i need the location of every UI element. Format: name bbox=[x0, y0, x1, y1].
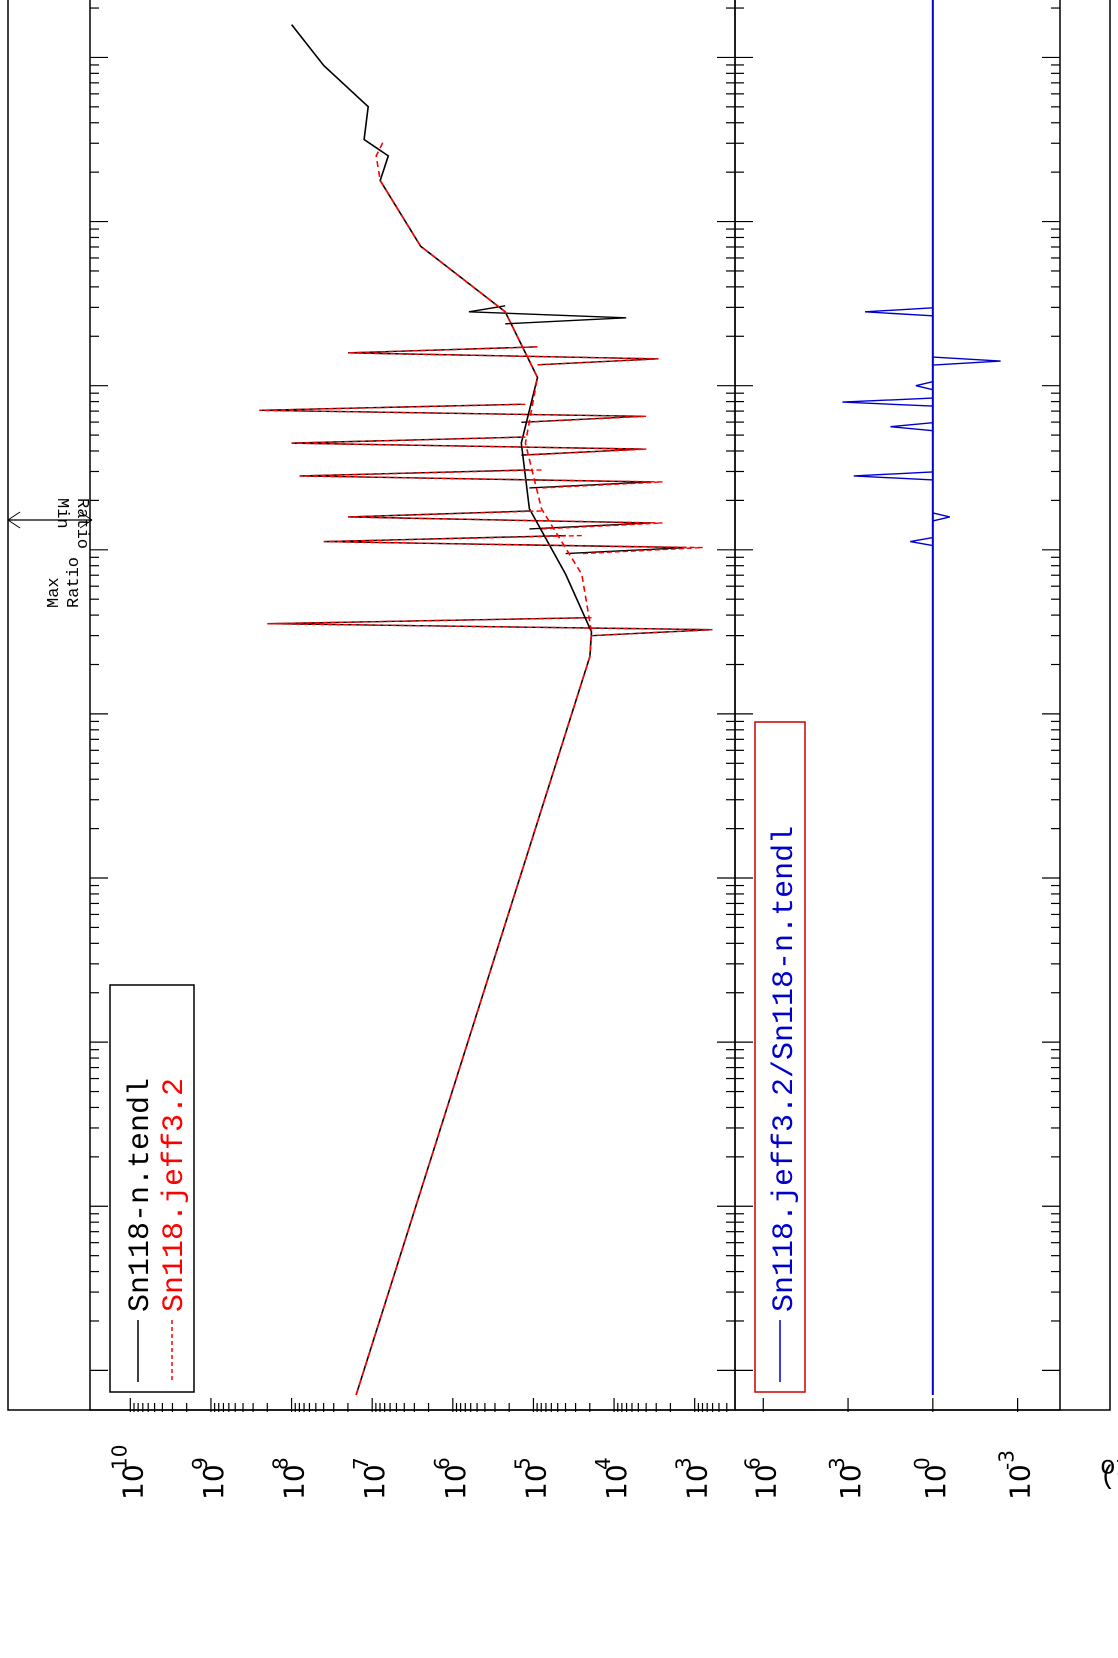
energy-axis-ticks bbox=[90, 7, 1060, 1371]
ratio-tick-exponent: 6 bbox=[740, 1457, 764, 1470]
cs-tick-label: 105 bbox=[510, 1457, 552, 1500]
cs-tick-base: 10 bbox=[519, 1464, 552, 1500]
max-ratio-arrow bbox=[7, 511, 21, 529]
legend-box bbox=[109, 984, 195, 1393]
cs-tick-exponent: 6 bbox=[430, 1457, 454, 1470]
min-ratio-label-1: Min bbox=[52, 498, 71, 529]
ratio-spike bbox=[890, 422, 933, 432]
ratio-spike bbox=[910, 536, 933, 547]
legend-label-ratio: Sn118.jeff3.2/Sn118-n.tendl bbox=[768, 826, 802, 1312]
ratio-spike bbox=[853, 471, 933, 481]
ratio-tick-base: 10 bbox=[749, 1464, 782, 1500]
max-ratio-label-1: Max bbox=[45, 577, 64, 608]
series-tendl-curve bbox=[290, 24, 593, 1396]
cs-tick-exponent: 8 bbox=[269, 1457, 293, 1470]
jeff-resonance bbox=[323, 534, 703, 555]
jeff-resonance bbox=[347, 510, 663, 530]
cs-tick-base: 10 bbox=[439, 1464, 472, 1500]
cs-tick-label: 107 bbox=[349, 1457, 391, 1500]
cs-tick-label: 106 bbox=[430, 1457, 472, 1500]
ratio-spike bbox=[842, 397, 933, 407]
jeff-resonance bbox=[299, 469, 663, 489]
cs-tick-exponent: 3 bbox=[672, 1457, 696, 1470]
cs-tick-exponent: 10 bbox=[107, 1445, 131, 1470]
jeff-resonance bbox=[347, 346, 659, 366]
cs-tick-label: 103 bbox=[672, 1457, 714, 1500]
ratio-spike bbox=[864, 307, 933, 317]
ratio-tick-label: 103 bbox=[825, 1457, 867, 1500]
cs-tick-base: 10 bbox=[278, 1464, 311, 1500]
ratio-spike bbox=[932, 356, 1001, 366]
min-ratio-label-2: Ratio bbox=[72, 498, 91, 549]
ratio-spike bbox=[915, 380, 933, 391]
y-axis-title-ratio: Ratio bbox=[1100, 1452, 1118, 1482]
cs-tick-base: 10 bbox=[358, 1464, 391, 1500]
ratio-spike bbox=[932, 512, 950, 522]
ratio-tick-label: 100 bbox=[910, 1457, 952, 1500]
jeff-resonance bbox=[259, 403, 647, 423]
ratio-tick-exponent: -3 bbox=[995, 1450, 1019, 1470]
max-ratio-label-2: Ratio bbox=[65, 557, 84, 608]
cross-section-legend: Sn118-n.tendl Sn118.jeff3.2 bbox=[109, 984, 195, 1393]
cs-tick-label: 108 bbox=[269, 1457, 311, 1500]
cs-tick-label: 109 bbox=[188, 1457, 230, 1500]
ratio-legend: Sn118.jeff3.2/Sn118-n.tendl bbox=[754, 721, 806, 1393]
cs-tick-label: 104 bbox=[591, 1457, 633, 1500]
jeff-resonance bbox=[267, 616, 713, 637]
ratio-legend-box bbox=[754, 721, 806, 1393]
ratio-tick-base: 10 bbox=[834, 1464, 867, 1500]
ratio-tick-exponent: 0 bbox=[910, 1457, 934, 1470]
tendl-resonance bbox=[468, 305, 627, 325]
cs-tick-base: 10 bbox=[197, 1464, 230, 1500]
cs-tick-base: 10 bbox=[116, 1464, 149, 1500]
cs-tick-base: 10 bbox=[681, 1464, 714, 1500]
ratio-tick-label: 106 bbox=[740, 1457, 782, 1500]
ratio-markers: Max Ratio Min Ratio bbox=[7, 498, 93, 608]
plot-frame-ratio bbox=[734, 0, 1061, 1411]
legend-label-tendl: Sn118-n.tendl bbox=[124, 1078, 158, 1312]
ratio-tick-label: 10-3 bbox=[995, 1450, 1037, 1500]
series-layer bbox=[259, 0, 1001, 1396]
y-axis-title-cross-section: Cross Section (barns) bbox=[1100, 1462, 1118, 1492]
ratio-tick-exponent: 3 bbox=[825, 1457, 849, 1470]
ratio-tick-base: 10 bbox=[1004, 1464, 1037, 1500]
ratio-tick-base: 10 bbox=[919, 1464, 952, 1500]
cs-tick-exponent: 5 bbox=[510, 1457, 534, 1470]
cs-tick-exponent: 4 bbox=[591, 1457, 615, 1470]
series-jeff-curve bbox=[355, 139, 593, 1396]
cs-tick-exponent: 9 bbox=[188, 1457, 212, 1470]
jeff-resonance bbox=[291, 436, 647, 456]
cs-tick-exponent: 7 bbox=[349, 1457, 373, 1470]
legend-label-jeff: Sn118.jeff3.2 bbox=[158, 1078, 192, 1312]
cs-tick-base: 10 bbox=[600, 1464, 633, 1500]
min-ratio-arrow bbox=[79, 511, 93, 529]
